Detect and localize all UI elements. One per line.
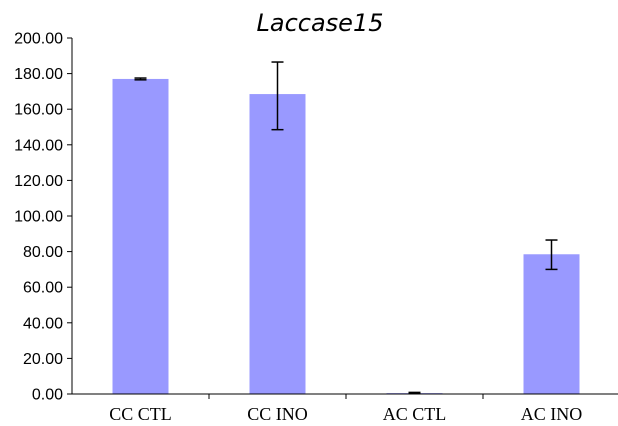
y-tick-label: 180.00 xyxy=(14,66,63,83)
plot-area: 0.00 20.00 40.00 60.00 80.00 100.00 120.00 140.… xyxy=(14,31,618,424)
x-tick-label: AC INO xyxy=(521,404,583,424)
y-tick-label: 100.00 xyxy=(14,209,63,226)
y-tick-label: 200.00 xyxy=(14,31,63,48)
y-tick-label: 20.00 xyxy=(23,351,63,368)
y-tick-label: 40.00 xyxy=(23,315,63,332)
chart-title: Laccase15 xyxy=(257,9,384,37)
x-tick-label: AC CTL xyxy=(383,404,447,424)
y-tick-label: 120.00 xyxy=(14,173,63,190)
bar xyxy=(249,94,306,394)
x-tick-label: CC CTL xyxy=(109,404,172,424)
bar xyxy=(112,78,169,394)
y-tick-label: 140.00 xyxy=(14,137,63,154)
y-tick-label: 60.00 xyxy=(23,280,63,297)
bar xyxy=(523,254,580,394)
x-tick-label: CC INO xyxy=(247,404,308,424)
y-tick-label: 80.00 xyxy=(23,244,63,261)
y-tick-label: 160.00 xyxy=(14,102,63,119)
y-tick-label: 0.00 xyxy=(32,387,63,404)
